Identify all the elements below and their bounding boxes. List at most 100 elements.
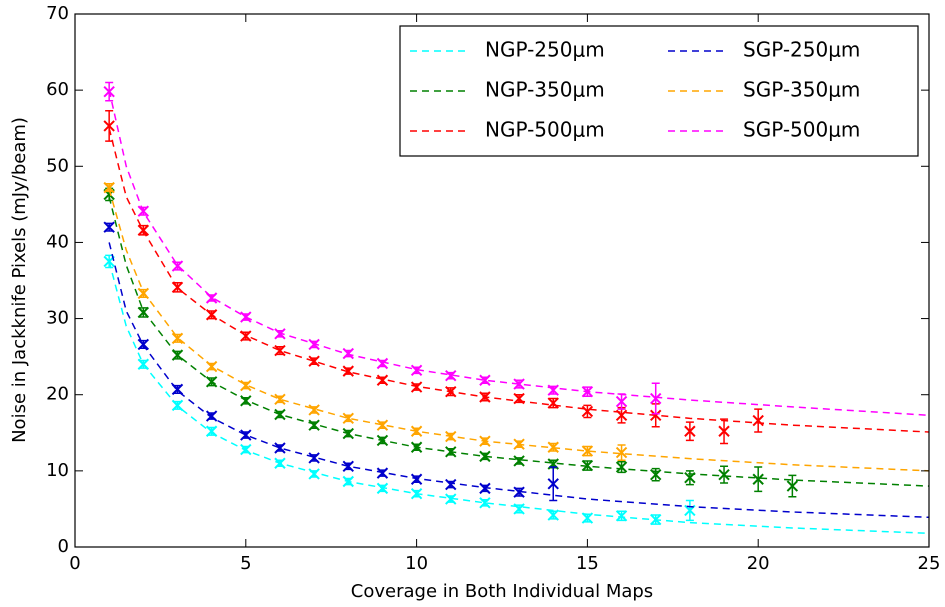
marker <box>547 384 559 396</box>
marker <box>445 369 457 382</box>
marker <box>342 460 354 472</box>
marker <box>513 455 525 467</box>
marker <box>547 397 559 409</box>
marker <box>513 503 525 515</box>
marker <box>581 405 594 418</box>
marker <box>376 357 389 370</box>
marker <box>376 467 389 479</box>
marker <box>410 487 423 500</box>
marker <box>479 497 491 509</box>
marker <box>650 409 662 421</box>
marker <box>718 468 730 481</box>
marker <box>240 429 252 441</box>
marker <box>615 446 628 459</box>
x-tick-label: 20 <box>747 553 770 574</box>
marker <box>479 374 491 386</box>
marker <box>479 482 491 495</box>
marker <box>445 446 457 458</box>
marker <box>274 408 286 421</box>
y-tick-label: 50 <box>46 155 69 176</box>
marker <box>171 383 184 396</box>
marker <box>137 358 150 370</box>
y-tick-label: 60 <box>46 79 69 100</box>
marker <box>342 365 354 377</box>
marker <box>410 381 423 393</box>
marker <box>308 355 320 367</box>
marker <box>205 376 218 388</box>
marker <box>103 85 115 98</box>
marker <box>308 452 320 464</box>
legend-label: NGP-500μm <box>485 118 605 142</box>
marker <box>615 461 628 473</box>
x-tick-label: 10 <box>405 553 428 574</box>
marker <box>786 480 799 492</box>
marker <box>581 512 594 524</box>
marker <box>547 509 559 521</box>
legend-label: NGP-350μm <box>485 78 605 102</box>
marker <box>240 395 252 407</box>
marker <box>240 330 252 342</box>
marker <box>274 393 286 405</box>
marker <box>547 441 559 453</box>
marker <box>274 328 286 340</box>
marker <box>137 287 150 300</box>
y-axis-label: Noise in Jackknife Pixels (mJy/beam) <box>9 117 30 443</box>
y-tick-label: 0 <box>58 536 69 557</box>
marker <box>650 468 662 481</box>
marker <box>410 473 423 485</box>
x-tick-label: 5 <box>240 553 251 574</box>
marker <box>308 419 320 431</box>
legend-box <box>399 25 919 157</box>
marker <box>650 392 662 405</box>
marker <box>376 374 389 386</box>
legend-label: SGP-500μm <box>743 118 860 142</box>
marker <box>240 379 252 392</box>
marker <box>137 205 150 217</box>
marker <box>137 224 150 236</box>
legend-label: SGP-350μm <box>743 78 860 102</box>
marker <box>240 311 252 323</box>
marker <box>103 221 115 233</box>
marker <box>205 292 218 304</box>
marker <box>615 510 628 522</box>
y-tick-label: 70 <box>46 3 69 24</box>
marker <box>513 378 525 390</box>
marker <box>718 425 730 437</box>
marker <box>205 360 218 373</box>
x-axis-label: Coverage in Both Individual Maps <box>351 581 653 602</box>
marker <box>445 493 457 505</box>
marker <box>479 450 491 463</box>
marker <box>581 459 594 472</box>
marker <box>513 486 525 498</box>
y-tick-label: 20 <box>46 384 69 405</box>
marker <box>103 120 115 132</box>
marker <box>513 392 525 405</box>
plot-frame <box>74 13 930 548</box>
legend-label: SGP-250μm <box>743 38 860 62</box>
marker <box>308 404 320 416</box>
marker <box>274 344 286 357</box>
marker <box>376 434 389 447</box>
marker <box>479 391 491 403</box>
marker <box>684 472 696 484</box>
marker <box>479 435 491 447</box>
marker <box>205 410 218 422</box>
marker <box>342 427 354 440</box>
y-tick-label: 30 <box>46 308 69 329</box>
marker <box>171 260 184 272</box>
marker <box>445 430 457 443</box>
marker <box>240 443 252 456</box>
x-tick-label: 25 <box>918 553 941 574</box>
marker <box>410 441 423 453</box>
marker <box>274 442 286 454</box>
marker <box>205 425 218 437</box>
marker <box>752 414 764 427</box>
marker <box>103 181 115 194</box>
marker <box>376 482 389 495</box>
marker <box>205 309 218 321</box>
marker <box>581 385 594 398</box>
marker <box>410 364 423 377</box>
marker <box>308 468 320 480</box>
fit-line <box>108 128 930 433</box>
